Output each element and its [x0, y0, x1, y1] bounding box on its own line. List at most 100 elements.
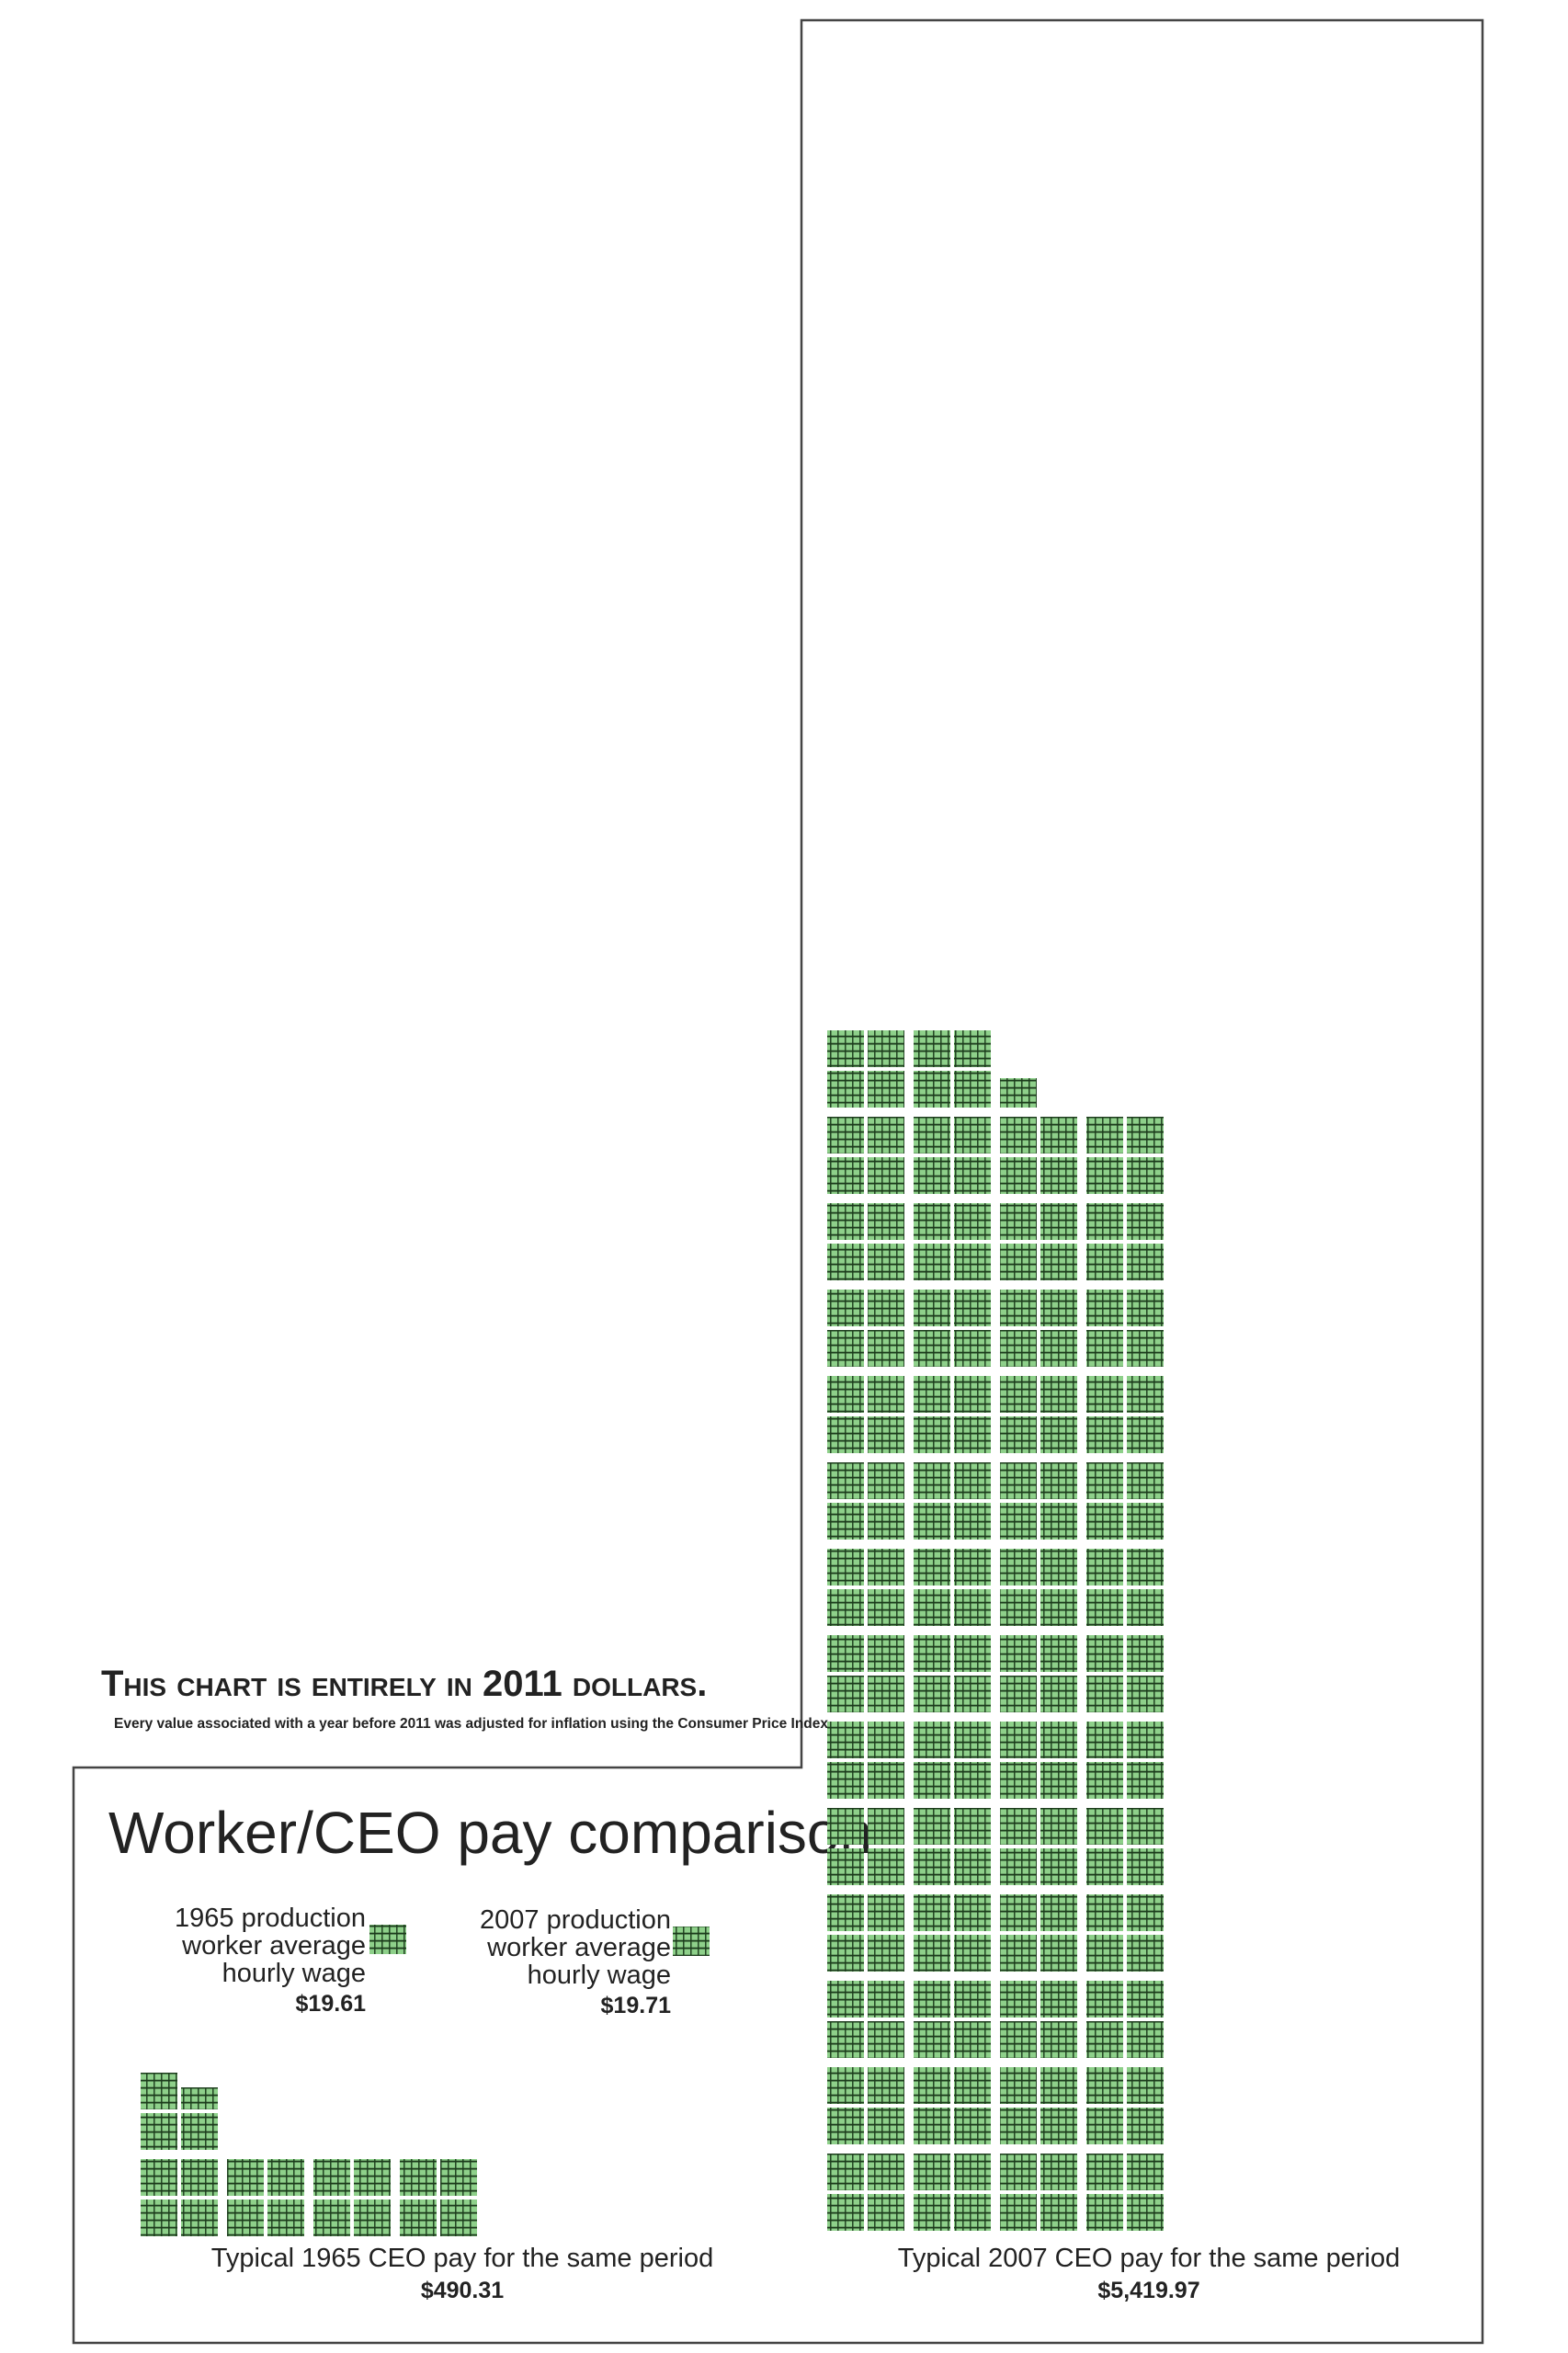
unit-block — [1127, 1416, 1164, 1453]
unit-block — [1040, 1848, 1077, 1885]
unit-block — [1040, 1894, 1077, 1931]
unit-block — [827, 1244, 864, 1280]
unit-block — [914, 1462, 950, 1499]
unit-block — [954, 1676, 991, 1712]
series-value-label: $490.31 — [421, 2278, 504, 2303]
unit-block — [1086, 1722, 1123, 1758]
unit-block — [827, 1117, 864, 1154]
unit-block — [868, 1157, 904, 1194]
unit-block — [227, 2200, 264, 2236]
unit-block — [400, 2200, 437, 2236]
unit-block — [827, 1503, 864, 1540]
unit-block — [1086, 2067, 1123, 2104]
unit-block — [1040, 1117, 1077, 1154]
unit-block — [827, 1676, 864, 1712]
unit-block — [1086, 1935, 1123, 1972]
unit-block — [954, 1376, 991, 1413]
unit-block — [914, 2067, 950, 2104]
unit-block — [440, 2159, 477, 2196]
unit-block — [1086, 1848, 1123, 1885]
unit-block — [1086, 1589, 1123, 1626]
unit-block — [141, 2113, 177, 2150]
unit-block — [827, 1762, 864, 1799]
unit-block — [1127, 1676, 1164, 1712]
unit-block — [1000, 1981, 1037, 2018]
unit-block — [1086, 1330, 1123, 1367]
unit-block-group — [141, 2073, 477, 2236]
unit-block — [1000, 1549, 1037, 1586]
series-label-line: hourly wage — [222, 1959, 366, 1988]
unit-block — [868, 1462, 904, 1499]
unit-block — [868, 1330, 904, 1367]
unit-block — [827, 1635, 864, 1672]
unit-block — [1040, 1676, 1077, 1712]
series-ceo-2007: Typical 2007 CEO pay for the same period… — [827, 1030, 1400, 2303]
unit-block — [1086, 1676, 1123, 1712]
unit-block — [954, 1981, 991, 2018]
unit-block — [827, 2154, 864, 2190]
unit-block — [1086, 2108, 1123, 2144]
unit-block — [1086, 1894, 1123, 1931]
unit-block — [868, 1244, 904, 1280]
unit-block — [1127, 1244, 1164, 1280]
unit-block — [1086, 1635, 1123, 1672]
unit-block — [1127, 1376, 1164, 1413]
unit-block — [1127, 1894, 1164, 1931]
unit-block — [369, 1925, 406, 1954]
unit-block — [1127, 1157, 1164, 1194]
unit-block — [1000, 1894, 1037, 1931]
unit-block — [914, 1722, 950, 1758]
unit-block — [914, 1203, 950, 1240]
unit-block — [1040, 2154, 1077, 2190]
unit-block — [1086, 1244, 1123, 1280]
unit-block — [1086, 1376, 1123, 1413]
unit-block — [868, 1848, 904, 1885]
unit-block — [1040, 2108, 1077, 2144]
unit-block — [1040, 1503, 1077, 1540]
unit-block — [827, 1376, 864, 1413]
unit-block — [1000, 2021, 1037, 2058]
unit-block — [827, 2108, 864, 2144]
unit-block-group — [827, 1030, 1164, 2231]
unit-block — [868, 1071, 904, 1108]
unit-block — [1040, 1722, 1077, 1758]
note-subtext: Every value associated with a year befor… — [114, 1716, 832, 1732]
unit-block — [868, 1589, 904, 1626]
unit-block — [1000, 2194, 1037, 2231]
unit-block — [827, 1808, 864, 1845]
unit-block — [954, 1848, 991, 1885]
unit-block — [1040, 1157, 1077, 1194]
unit-block — [1000, 1808, 1037, 1845]
unit-block — [914, 2021, 950, 2058]
unit-block — [1086, 2194, 1123, 2231]
unit-block — [1127, 1589, 1164, 1626]
unit-block — [1127, 1290, 1164, 1326]
unit-block — [181, 2087, 218, 2109]
unit-block — [914, 1503, 950, 1540]
unit-block — [1086, 1981, 1123, 2018]
unit-block — [1127, 1808, 1164, 1845]
unit-block — [1000, 1203, 1037, 1240]
unit-block — [914, 1030, 950, 1067]
unit-block — [914, 1762, 950, 1799]
unit-block — [1040, 1376, 1077, 1413]
unit-block — [914, 1290, 950, 1326]
unit-block — [400, 2159, 437, 2196]
unit-block — [954, 2194, 991, 2231]
unit-block — [1086, 1157, 1123, 1194]
unit-block — [1127, 1117, 1164, 1154]
unit-block — [1040, 2194, 1077, 2231]
unit-block — [181, 2113, 218, 2150]
unit-block — [227, 2159, 264, 2196]
unit-block — [313, 2200, 350, 2236]
series-label-line: 2007 production — [480, 1905, 671, 1935]
unit-block — [1000, 1078, 1037, 1108]
unit-block — [868, 1416, 904, 1453]
series-worker-1965: 1965 production worker average hourly wa… — [175, 1904, 406, 2017]
unit-block — [954, 1330, 991, 1367]
unit-block — [827, 1030, 864, 1067]
unit-block — [1040, 1935, 1077, 1972]
unit-block — [868, 1808, 904, 1845]
unit-block — [827, 1894, 864, 1931]
